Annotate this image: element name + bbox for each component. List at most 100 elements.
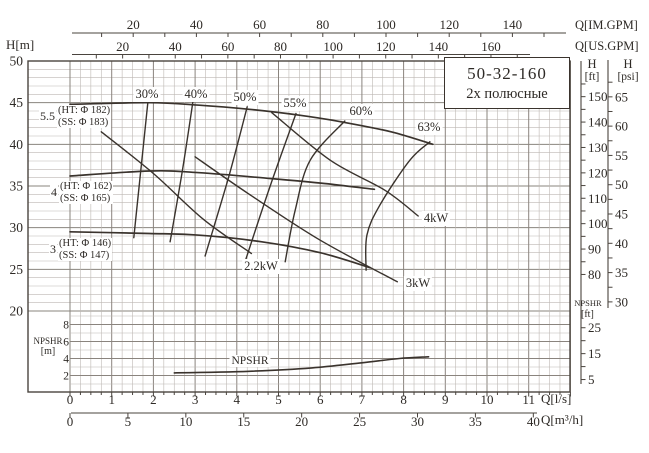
h-psi-tick-label: 60 bbox=[615, 119, 628, 134]
h-ft-tick-label: 130 bbox=[588, 140, 608, 155]
power-line-3kW bbox=[194, 156, 398, 283]
h-m-tick-label: 35 bbox=[10, 178, 24, 193]
efficiency-label-50: 50% bbox=[231, 90, 259, 105]
efficiency-label-30: 30% bbox=[133, 87, 161, 102]
ls-tick-label: 7 bbox=[359, 392, 366, 407]
h-m-tick-label: 30 bbox=[10, 220, 24, 235]
head-curve-4 bbox=[69, 169, 376, 191]
head-curve-5.5 bbox=[69, 101, 434, 146]
efficiency-line-40% bbox=[169, 100, 194, 243]
h-psi-tick-label: 45 bbox=[615, 207, 628, 222]
im-tick-label: 20 bbox=[127, 17, 140, 32]
us-gpm-axis-label: Q[US.GPM] bbox=[575, 39, 639, 53]
ls-tick-label: 4 bbox=[234, 392, 241, 407]
efficiency-label-40: 40% bbox=[182, 87, 210, 102]
h-ft-tick-label: 80 bbox=[588, 267, 601, 282]
efficiency-line-63% bbox=[364, 141, 431, 271]
h-ft-ruler-header: H [ft] bbox=[580, 57, 604, 84]
ls-tick-label: 0 bbox=[67, 392, 74, 407]
impeller-label-5-5: 5.5 (HT: Φ 182) (SS: Φ 183) bbox=[39, 105, 112, 128]
ls-tick-label: 9 bbox=[442, 392, 449, 407]
h-ft-tick-label: 90 bbox=[588, 242, 601, 257]
efficiency-label-55: 55% bbox=[281, 96, 309, 111]
performance-curves bbox=[69, 100, 434, 374]
impeller-ss: (SS: Φ 147) bbox=[59, 249, 110, 261]
h-psi-tick-label: 50 bbox=[615, 177, 628, 192]
npshr-m-tick-label: 8 bbox=[63, 320, 69, 332]
us-tick-label: 160 bbox=[481, 39, 501, 54]
npshr-m-ruler-header: NPSHR [m] bbox=[30, 336, 66, 358]
ls-tick-label: 11 bbox=[522, 392, 535, 407]
power-label-2-2kw: 2.2kW bbox=[242, 259, 280, 274]
power-label-4kw: 4kW bbox=[421, 211, 451, 226]
npshr-m-tick-label: 6 bbox=[63, 337, 69, 349]
ls-tick-label: 3 bbox=[192, 392, 199, 407]
us-tick-label: 100 bbox=[323, 39, 343, 54]
m3h-tick-label: 5 bbox=[125, 414, 132, 429]
h-ft-tick-label: 100 bbox=[588, 216, 608, 231]
m3h-tick-label: 40 bbox=[527, 414, 540, 429]
efficiency-label-63: 63% bbox=[415, 120, 443, 135]
ls-tick-label: 1 bbox=[108, 392, 115, 407]
h-psi-header-h: H bbox=[623, 57, 633, 71]
h-m-tick-label: 40 bbox=[10, 137, 24, 152]
m3h-tick-label: 30 bbox=[411, 414, 424, 429]
impeller-ht: (HT: Φ 162) bbox=[60, 181, 113, 192]
im-tick-label: 80 bbox=[316, 17, 329, 32]
npshr-curve-label: NPSHR bbox=[229, 355, 271, 367]
efficiency-line-60% bbox=[284, 120, 346, 263]
im-tick-label: 120 bbox=[439, 17, 459, 32]
us-tick-label: 60 bbox=[221, 39, 234, 54]
npshr-ft-tick-label: 5 bbox=[588, 372, 595, 387]
m3h-tick-label: 0 bbox=[67, 414, 74, 429]
h-m-tick-label: 25 bbox=[10, 262, 24, 277]
us-tick-label: 120 bbox=[376, 39, 396, 54]
efficiency-line-50% bbox=[204, 106, 248, 257]
us-tick-label: 40 bbox=[169, 39, 182, 54]
m3h-tick-label: 20 bbox=[295, 414, 308, 429]
q-ls-axis-label: Q[l/s] bbox=[541, 391, 572, 406]
h-m-tick-label: 45 bbox=[10, 95, 24, 110]
us-tick-label: 20 bbox=[116, 39, 129, 54]
npshr-m-tick-label: 2 bbox=[63, 371, 69, 383]
h-psi-tick-label: 35 bbox=[615, 265, 628, 280]
h-psi-tick-label: 30 bbox=[615, 294, 628, 309]
im-tick-label: 100 bbox=[376, 17, 396, 32]
m3h-tick-label: 10 bbox=[179, 414, 192, 429]
im-tick-label: 40 bbox=[190, 17, 203, 32]
q-m3h-axis-label: Q[m³/h] bbox=[541, 412, 584, 427]
h-psi-header-unit: [psi] bbox=[617, 71, 639, 84]
npshr-ft-ruler-header: NPSHR [ft] bbox=[570, 298, 606, 320]
h-ft-tick-label: 120 bbox=[588, 165, 608, 180]
impeller-ss: (SS: Φ 165) bbox=[60, 192, 111, 204]
h-ft-header-h: H bbox=[587, 57, 597, 71]
us-tick-label: 140 bbox=[429, 39, 449, 54]
im-gpm-axis-label: Q[IM.GPM] bbox=[575, 18, 638, 32]
impeller-label-4: 4 (HT: Φ 162) (SS: Φ 165) bbox=[50, 181, 114, 204]
efficiency-label-60: 60% bbox=[347, 104, 375, 119]
h-ft-header-unit: [ft] bbox=[584, 71, 600, 84]
impeller-ss: (SS: Φ 183) bbox=[58, 116, 109, 128]
pump-model-title-box: 50-32-160 2х полюсные bbox=[444, 57, 570, 109]
ls-tick-label: 2 bbox=[150, 392, 157, 407]
npshr-ft-tick-label: 25 bbox=[588, 320, 601, 335]
h-m-tick-label: 20 bbox=[10, 303, 24, 318]
efficiency-line-55% bbox=[242, 112, 297, 269]
h-psi-tick-label: 65 bbox=[615, 89, 628, 104]
impeller-label-3: 3 (HT: Φ 146) (SS: Φ 147) bbox=[49, 238, 113, 261]
us-tick-label: 80 bbox=[274, 39, 287, 54]
npshr-ft-tick-label: 15 bbox=[588, 346, 601, 361]
npshr-m-header-unit: [m] bbox=[40, 346, 56, 358]
power-line-2.2kW bbox=[100, 131, 253, 255]
h-m-tick-label: 50 bbox=[10, 54, 24, 69]
power-line-4kW bbox=[271, 112, 419, 217]
h-psi-tick-label: 40 bbox=[615, 236, 628, 251]
efficiency-line-30% bbox=[133, 100, 149, 239]
impeller-size: 3 bbox=[49, 242, 57, 257]
npshr-m-tick-label: 4 bbox=[63, 354, 69, 366]
h-m-axis-label: H[m] bbox=[6, 37, 35, 52]
im-tick-label: 140 bbox=[503, 17, 523, 32]
axes-and-ticks bbox=[27, 32, 613, 418]
